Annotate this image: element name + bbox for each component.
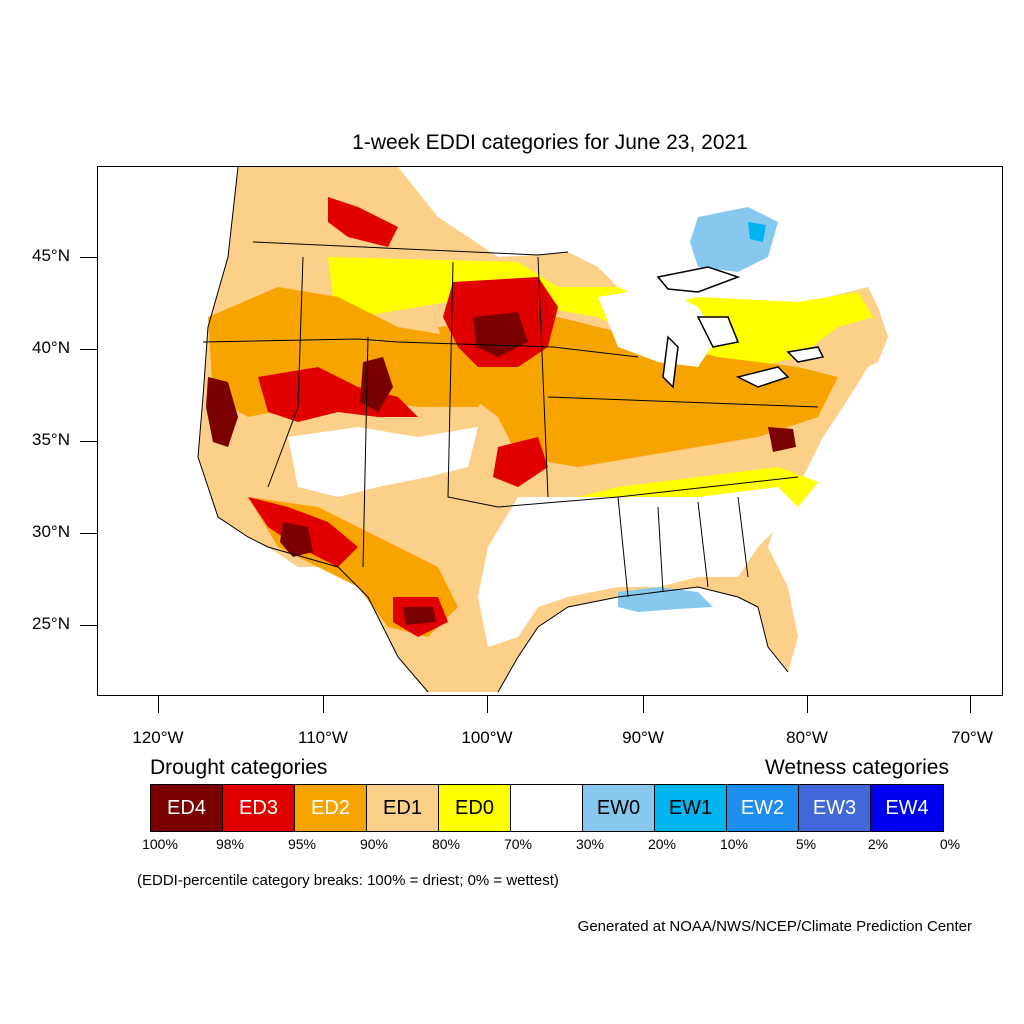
ew0-region-gulf (618, 587, 713, 612)
legend-cell-ew4: EW4 (871, 785, 943, 831)
break-label: 20% (647, 836, 677, 852)
ew0-region-ontario (690, 207, 778, 272)
ed4-region-california (206, 377, 238, 447)
lon-tick (807, 696, 808, 713)
lat-tick (80, 349, 97, 350)
lat-tick (80, 625, 97, 626)
lat-tick (80, 257, 97, 258)
break-label: 80% (431, 836, 461, 852)
break-label: 5% (795, 836, 817, 852)
legend-cell-ed3: ED3 (223, 785, 295, 831)
lat-tick (80, 533, 97, 534)
break-label: 98% (215, 836, 245, 852)
normal-region-southeast (478, 487, 798, 647)
legend-color-bar: ED4 ED3 ED2 ED1 ED0 EW0 EW1 EW2 EW3 EW4 (150, 784, 944, 832)
ed4-region-virginia (768, 427, 796, 452)
ed4-region-arizona (280, 522, 313, 557)
lon-label-100w: 100°W (461, 728, 513, 747)
lon-tick (643, 696, 644, 713)
normal-region-southwest (288, 427, 478, 497)
ed3-region-northwest (328, 197, 398, 247)
ed4-region-wyoming (360, 357, 393, 412)
map-frame (97, 166, 1003, 696)
break-label: 30% (575, 836, 605, 852)
break-label: 10% (719, 836, 749, 852)
lon-label-80w: 80°W (786, 728, 828, 747)
lon-label-90w: 90°W (622, 728, 664, 747)
break-label: 70% (503, 836, 533, 852)
lat-tick (80, 441, 97, 442)
category-break-note: (EDDI-percentile category breaks: 100% =… (137, 872, 559, 889)
break-label: 90% (359, 836, 389, 852)
lon-tick (487, 696, 488, 713)
lat-label-35: 35°N (32, 430, 70, 449)
break-label: 2% (867, 836, 889, 852)
ed2-region-central (438, 317, 838, 467)
break-label: 95% (287, 836, 317, 852)
break-label: 0% (939, 836, 961, 852)
ed3-region-kansas (493, 437, 548, 487)
legend-cell-ew2: EW2 (727, 785, 799, 831)
lat-label-40: 40°N (32, 338, 70, 357)
lon-tick (323, 696, 324, 713)
legend-cell-ed1: ED1 (367, 785, 439, 831)
legend-cell-ed2: ED2 (295, 785, 367, 831)
great-lakes (656, 266, 825, 389)
boundary-lines (197, 167, 819, 693)
lon-label-70w: 70°W (951, 728, 993, 747)
credit-line: Generated at NOAA/NWS/NCEP/Climate Predi… (577, 918, 972, 935)
lon-label-110w: 110°W (298, 728, 348, 747)
legend-cell-ew1: EW1 (655, 785, 727, 831)
normal-region-greatlakes (598, 287, 718, 367)
legend-cell-ed4: ED4 (151, 785, 223, 831)
drought-categories-title: Drought categories (150, 756, 328, 779)
lon-tick (158, 696, 159, 713)
map-title: 1-week EDDI categories for June 23, 2021 (352, 131, 748, 154)
wetness-categories-title: Wetness categories (764, 756, 949, 779)
lat-label-45: 45°N (32, 246, 70, 265)
legend-cell-ew3: EW3 (799, 785, 871, 831)
legend-cell-ew0: EW0 (583, 785, 655, 831)
lat-label-25: 25°N (32, 614, 70, 633)
ew1-region-ontario (748, 222, 766, 242)
lon-label-120w: 120°W (132, 728, 184, 747)
lon-tick (970, 696, 971, 713)
ed4-region-texas (403, 607, 436, 625)
lat-label-30: 30°N (32, 522, 70, 541)
legend-cell-ed0: ED0 (439, 785, 511, 831)
legend-cell-normal (511, 785, 583, 831)
eddi-map (197, 167, 888, 693)
break-label: 100% (142, 836, 178, 852)
